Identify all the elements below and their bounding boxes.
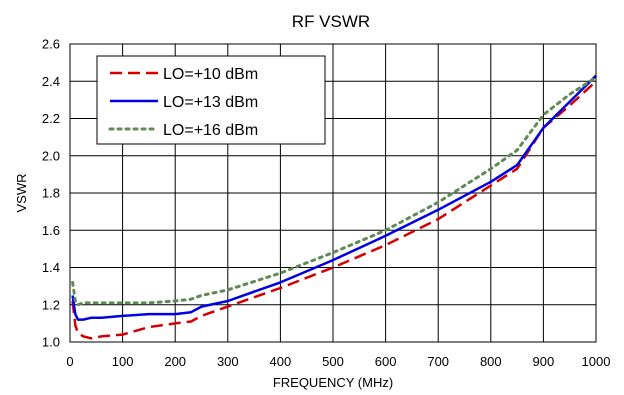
x-tick-label: 100 bbox=[112, 354, 134, 369]
plot-border bbox=[69, 43, 597, 343]
series-line-2 bbox=[71, 74, 597, 321]
y-tick-label: 2.4 bbox=[42, 74, 60, 89]
x-tick-label: 900 bbox=[533, 354, 555, 369]
y-tick-label: 1.4 bbox=[42, 260, 60, 275]
y-tick-label: 1.6 bbox=[42, 223, 60, 238]
series-layer bbox=[71, 74, 598, 340]
legend: LO=+10 dBm LO=+13 dBm LO=+16 dBm bbox=[96, 55, 326, 145]
y-tick-label: 2.0 bbox=[42, 148, 60, 163]
y-tick-label: 2.6 bbox=[42, 37, 60, 52]
series-line-1 bbox=[71, 80, 597, 340]
legend-label-1: LO=+10 dBm bbox=[163, 66, 258, 83]
y-tick-label: 1.8 bbox=[42, 186, 60, 201]
x-axis-label: FREQUENCY (MHz) bbox=[273, 375, 393, 390]
x-tick-label: 0 bbox=[66, 354, 73, 369]
x-tick-label: 500 bbox=[322, 354, 344, 369]
series-line-3 bbox=[71, 76, 598, 307]
legend-label-3: LO=+16 dBm bbox=[163, 122, 258, 139]
legend-label-2: LO=+13 dBm bbox=[163, 94, 258, 111]
x-tick-label: 300 bbox=[217, 354, 239, 369]
y-tick-label: 2.2 bbox=[42, 111, 60, 126]
x-tick-label: 400 bbox=[270, 354, 292, 369]
tick-layer: 0 100 200 300 400 500 600 700 800 900 1000 1.0 1.2 1.… bbox=[42, 37, 611, 370]
x-tick-label: 700 bbox=[427, 354, 449, 369]
x-tick-label: 600 bbox=[375, 354, 397, 369]
x-tick-label: 800 bbox=[480, 354, 502, 369]
x-tick-label: 1000 bbox=[582, 354, 611, 369]
chart-title: RF VSWR bbox=[292, 12, 370, 31]
y-tick-label: 1.0 bbox=[42, 335, 60, 350]
y-tick-label: 1.2 bbox=[42, 297, 60, 312]
x-tick-label: 200 bbox=[164, 354, 186, 369]
y-axis-label: VSWR bbox=[14, 174, 29, 213]
